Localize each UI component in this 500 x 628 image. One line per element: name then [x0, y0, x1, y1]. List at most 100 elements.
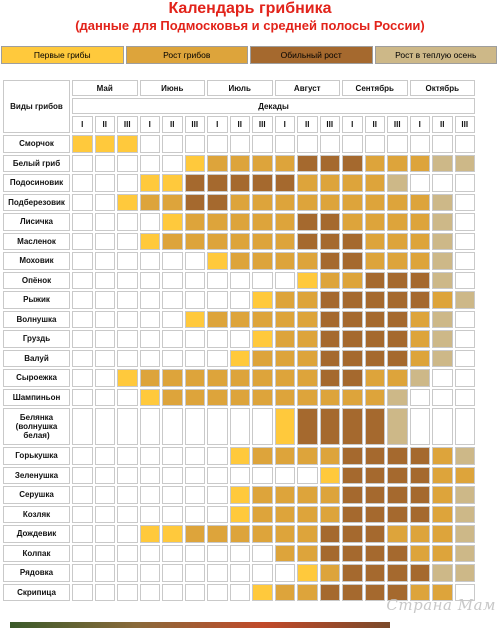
- calendar-cell: [274, 330, 295, 348]
- calendar-cell: [319, 486, 340, 504]
- calendar-cell: [252, 408, 273, 445]
- calendar-cell: [162, 447, 183, 465]
- decade-label: I: [409, 116, 430, 133]
- calendar-cell: [117, 154, 138, 172]
- calendar-cell: [229, 583, 250, 601]
- calendar-cell: [454, 466, 475, 484]
- calendar-cell: [274, 544, 295, 562]
- calendar-cell: [454, 252, 475, 270]
- calendar-cell: [454, 232, 475, 250]
- calendar-cell: [117, 388, 138, 406]
- calendar-cell: [139, 154, 160, 172]
- calendar-cell: [364, 369, 385, 387]
- calendar-cell: [387, 349, 408, 367]
- calendar-cell: [184, 486, 205, 504]
- calendar-cell: [364, 466, 385, 484]
- calendar-cell: [207, 408, 228, 445]
- mushroom-name: Горькушка: [3, 447, 70, 465]
- table-row: Моховик: [3, 252, 475, 270]
- calendar-cell: [364, 525, 385, 543]
- calendar-cell: [72, 505, 93, 523]
- calendar-cell: [117, 193, 138, 211]
- calendar-cell: [252, 291, 273, 309]
- calendar-cell: [207, 544, 228, 562]
- calendar-cell: [184, 388, 205, 406]
- table-row: Сыроежка: [3, 369, 475, 387]
- calendar-cell: [162, 252, 183, 270]
- calendar-cell: [364, 271, 385, 289]
- calendar-cell: [94, 310, 115, 328]
- calendar-cell: [229, 232, 250, 250]
- month-header: Сентябрь: [342, 80, 408, 96]
- legend-item: Первые грибы: [1, 46, 124, 64]
- calendar-cell: [432, 447, 453, 465]
- calendar-cell: [319, 447, 340, 465]
- calendar-cell: [229, 544, 250, 562]
- calendar-cell: [229, 408, 250, 445]
- calendar-cell: [162, 291, 183, 309]
- calendar-cell: [252, 232, 273, 250]
- table-row: Козляк: [3, 505, 475, 523]
- mushroom-name: Сморчок: [3, 135, 70, 153]
- calendar-cell: [342, 291, 363, 309]
- calendar-cell: [252, 271, 273, 289]
- calendar-cell: [432, 135, 453, 153]
- calendar-cell: [297, 466, 318, 484]
- calendar-cell: [409, 388, 430, 406]
- calendar-cell: [342, 232, 363, 250]
- calendar-cell: [139, 349, 160, 367]
- calendar-cell: [207, 330, 228, 348]
- calendar-cell: [94, 135, 115, 153]
- calendar-cell: [409, 369, 430, 387]
- calendar-cell: [274, 369, 295, 387]
- calendar-cell: [184, 193, 205, 211]
- calendar-cell: [252, 213, 273, 231]
- calendar-cell: [319, 408, 340, 445]
- calendar-cell: [274, 525, 295, 543]
- calendar-cell: [207, 213, 228, 231]
- calendar-cell: [432, 583, 453, 601]
- calendar-cell: [409, 310, 430, 328]
- calendar-cell: [364, 310, 385, 328]
- calendar-cell: [229, 369, 250, 387]
- calendar-cell: [139, 525, 160, 543]
- calendar-cell: [229, 525, 250, 543]
- calendar-cell: [319, 466, 340, 484]
- calendar-cell: [72, 232, 93, 250]
- calendar-cell: [387, 564, 408, 582]
- mushroom-calendar-table: Виды грибов Май Июнь Июль Август Сентябрь Октя…: [1, 78, 477, 603]
- month-header: Август: [274, 80, 340, 96]
- calendar-cell: [297, 447, 318, 465]
- calendar-cell: [162, 505, 183, 523]
- mushroom-name: Белянка (волнушка белая): [3, 408, 70, 445]
- calendar-cell: [297, 271, 318, 289]
- calendar-cell: [72, 447, 93, 465]
- calendar-cell: [72, 486, 93, 504]
- calendar-cell: [162, 330, 183, 348]
- calendar-cell: [94, 193, 115, 211]
- mushroom-name: Волнушка: [3, 310, 70, 328]
- calendar-cell: [364, 232, 385, 250]
- mushroom-name: Белый гриб: [3, 154, 70, 172]
- calendar-cell: [342, 252, 363, 270]
- calendar-cell: [297, 174, 318, 192]
- calendar-cell: [432, 388, 453, 406]
- calendar-cell: [387, 174, 408, 192]
- calendar-cell: [184, 583, 205, 601]
- calendar-cell: [117, 564, 138, 582]
- calendar-cell: [229, 291, 250, 309]
- calendar-cell: [364, 174, 385, 192]
- calendar-cell: [94, 291, 115, 309]
- calendar-cell: [409, 330, 430, 348]
- calendar-cell: [364, 252, 385, 270]
- calendar-cell: [207, 583, 228, 601]
- calendar-cell: [252, 330, 273, 348]
- calendar-cell: [454, 154, 475, 172]
- calendar-cell: [454, 486, 475, 504]
- decade-label: I: [139, 116, 160, 133]
- calendar-cell: [207, 388, 228, 406]
- decade-label: I: [342, 116, 363, 133]
- calendar-cell: [162, 271, 183, 289]
- calendar-cell: [342, 544, 363, 562]
- calendar-cell: [409, 291, 430, 309]
